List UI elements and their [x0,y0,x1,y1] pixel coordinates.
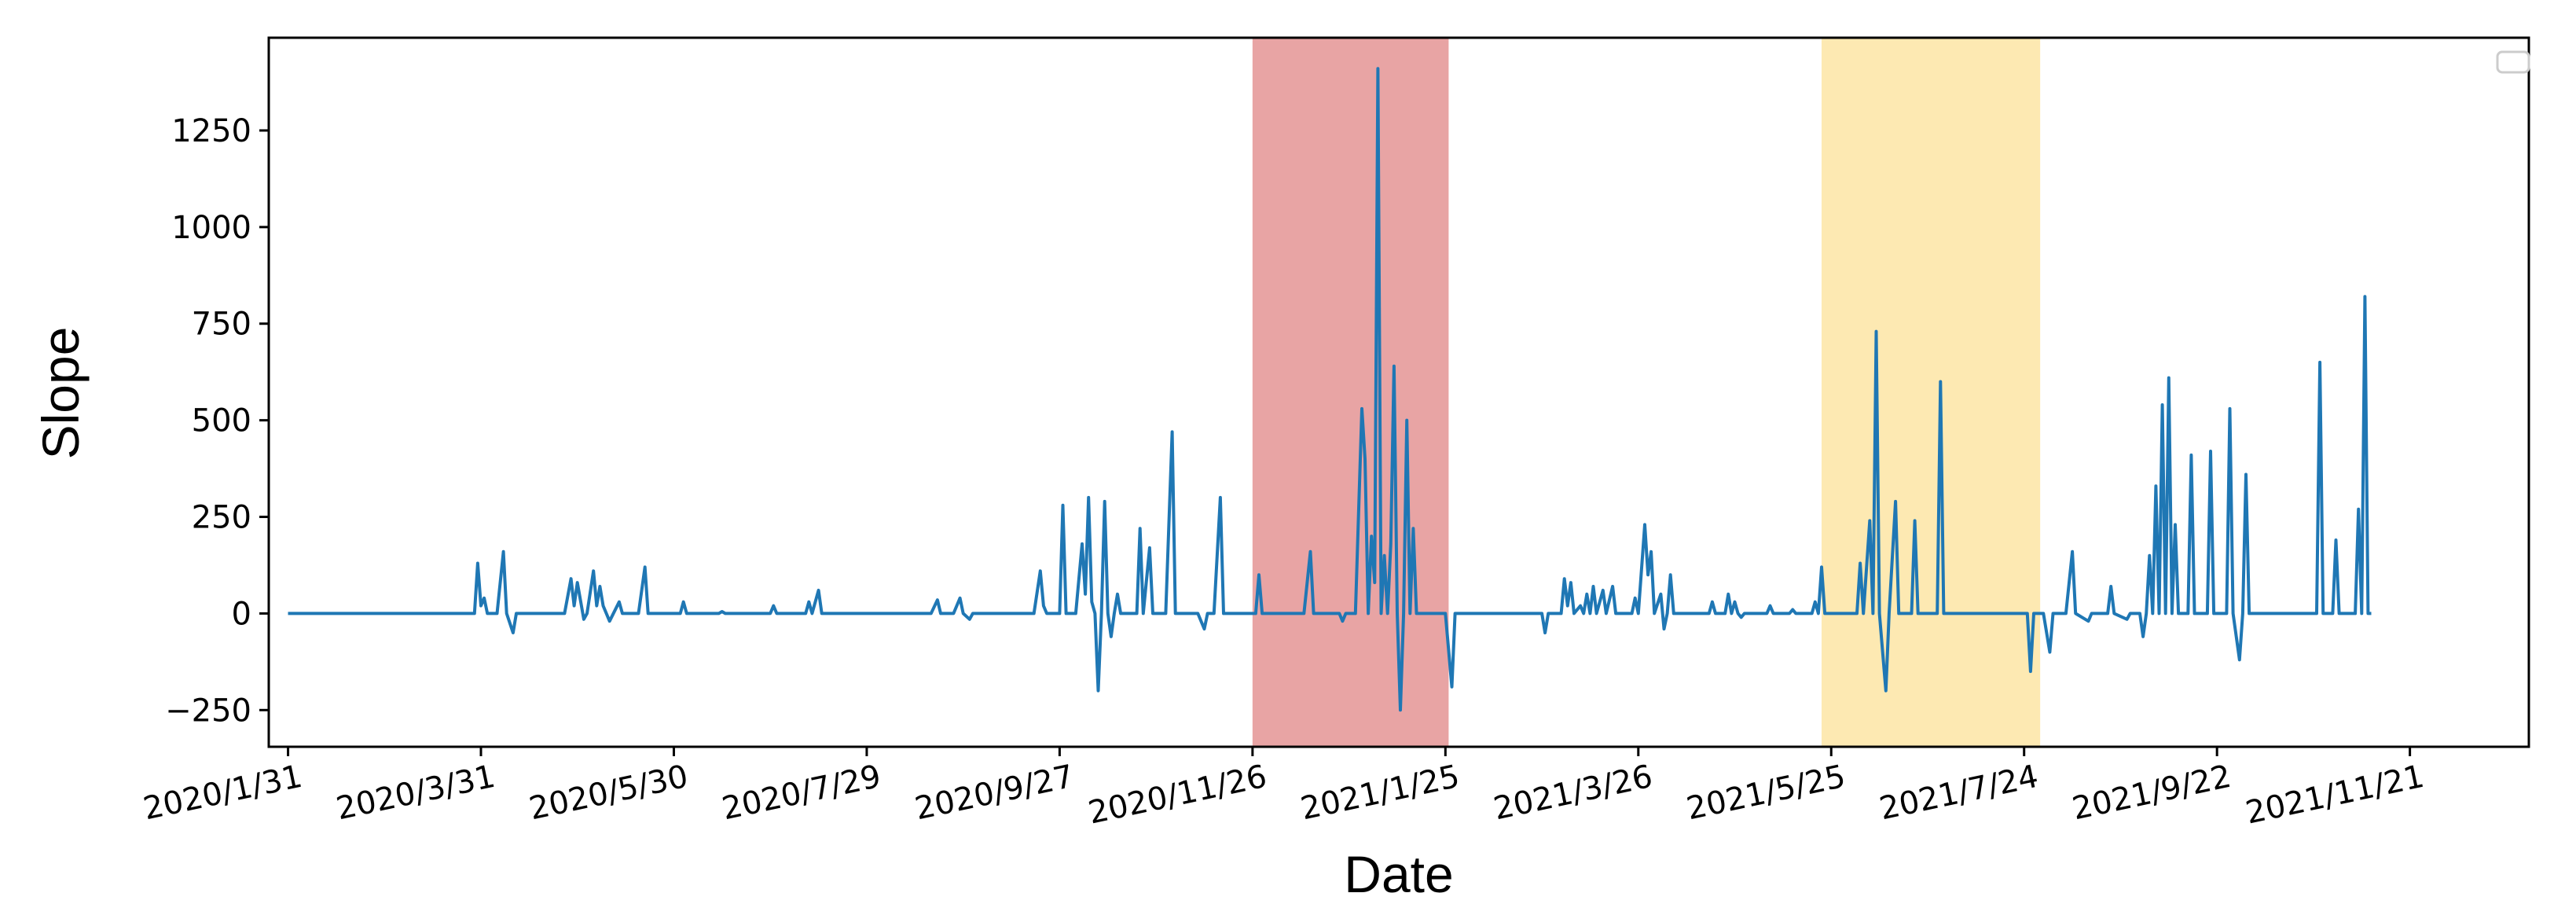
y-axis: −250 0 250 500 750 1000 1250 [165,113,269,729]
y-tick-label: 750 [192,307,251,343]
x-axis-title: Date [1344,845,1453,903]
y-tick-label: 250 [192,500,251,536]
y-tick-label: 0 [232,596,251,632]
series-layer [288,67,2372,712]
x-tick-label: 2020/1/31 [140,759,305,828]
x-tick-label: 2020/7/29 [719,759,884,828]
x-tick-label: 2020/11/26 [1085,759,1270,832]
x-tick-label: 2020/5/30 [526,759,691,828]
highlight-regions [1252,38,2041,747]
x-tick-label: 2021/1/25 [1297,759,1462,828]
x-tick-label: 2020/9/27 [912,759,1077,828]
y-tick-label: 1250 [171,113,251,149]
x-tick-label: 2021/7/24 [1877,759,2042,828]
y-tick-label: −250 [165,693,251,729]
legend-box [2496,50,2530,74]
y-tick-label: 1000 [171,210,251,246]
y-tick-label: 500 [192,403,251,439]
series-line-1 [288,67,2372,712]
x-axis: 2020/1/31 2020/3/31 2020/5/30 2020/7/29 2020… [140,747,2427,832]
x-tick-label: 2021/9/22 [2069,759,2234,828]
x-tick-label: 2020/3/31 [333,759,498,828]
plot-frame [267,36,2530,748]
x-tick-label: 2021/11/21 [2243,759,2427,832]
y-axis-title: Slope [31,327,90,460]
x-tick-label: 2021/5/25 [1683,759,1848,828]
x-tick-label: 2021/3/26 [1491,759,1656,828]
shaded-region-1 [1252,38,1449,747]
shaded-region-2 [1821,38,2041,747]
